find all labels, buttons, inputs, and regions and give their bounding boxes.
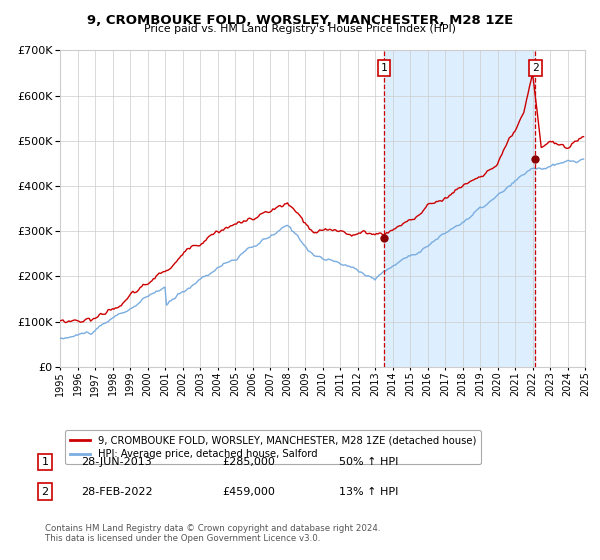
Text: £459,000: £459,000 [222,487,275,497]
Text: 28-JUN-2013: 28-JUN-2013 [81,457,152,467]
Text: 2: 2 [41,487,49,497]
Text: 28-FEB-2022: 28-FEB-2022 [81,487,152,497]
Legend: 9, CROMBOUKE FOLD, WORSLEY, MANCHESTER, M28 1ZE (detached house), HPI: Average p: 9, CROMBOUKE FOLD, WORSLEY, MANCHESTER, … [65,430,481,464]
Text: £285,000: £285,000 [222,457,275,467]
Text: 1: 1 [380,63,387,73]
Text: 50% ↑ HPI: 50% ↑ HPI [339,457,398,467]
Text: 13% ↑ HPI: 13% ↑ HPI [339,487,398,497]
Text: Price paid vs. HM Land Registry's House Price Index (HPI): Price paid vs. HM Land Registry's House … [144,24,456,34]
Bar [384,50,535,367]
Text: 1: 1 [41,457,49,467]
Text: This data is licensed under the Open Government Licence v3.0.: This data is licensed under the Open Gov… [45,534,320,543]
Text: Contains HM Land Registry data © Crown copyright and database right 2024.: Contains HM Land Registry data © Crown c… [45,524,380,533]
Text: 9, CROMBOUKE FOLD, WORSLEY, MANCHESTER, M28 1ZE: 9, CROMBOUKE FOLD, WORSLEY, MANCHESTER, … [87,14,513,27]
Text: 2: 2 [532,63,539,73]
